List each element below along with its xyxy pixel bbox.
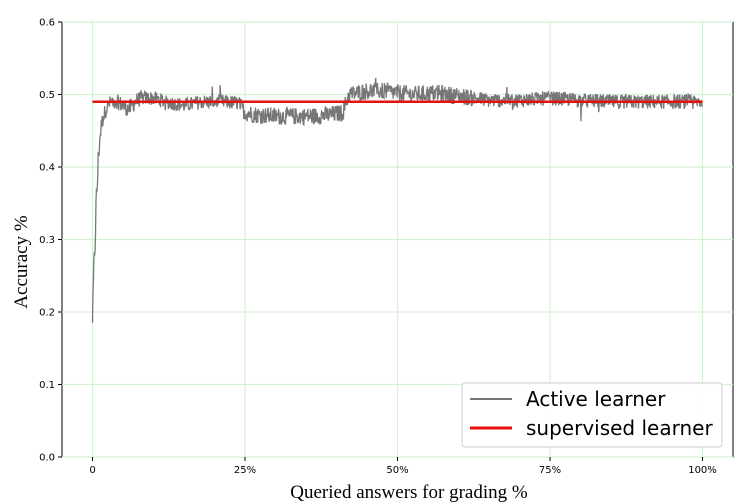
legend: Active learner supervised learner [462, 383, 722, 447]
x-tick-label: 25% [234, 465, 256, 476]
x-tick-label: 100% [688, 465, 717, 476]
x-axis-title: Queried answers for grading % [290, 482, 528, 503]
y-tick-label: 0.2 [39, 308, 55, 319]
y-tick-label: 0.0 [39, 453, 55, 464]
x-tick-label: 50% [386, 465, 408, 476]
y-tick-label: 0.3 [39, 235, 55, 246]
y-tick-label: 0.5 [39, 90, 55, 101]
y-tick-label: 0.1 [39, 380, 55, 391]
x-tick-label: 75% [539, 465, 561, 476]
legend-label-active-learner: Active learner [526, 387, 666, 411]
y-axis-title: Accuracy % [11, 215, 32, 309]
y-tick-label: 0.6 [39, 18, 55, 29]
x-tick-label: 0 [89, 465, 95, 476]
y-tick-label: 0.4 [39, 163, 55, 174]
legend-label-supervised-learner: supervised learner [526, 416, 713, 440]
